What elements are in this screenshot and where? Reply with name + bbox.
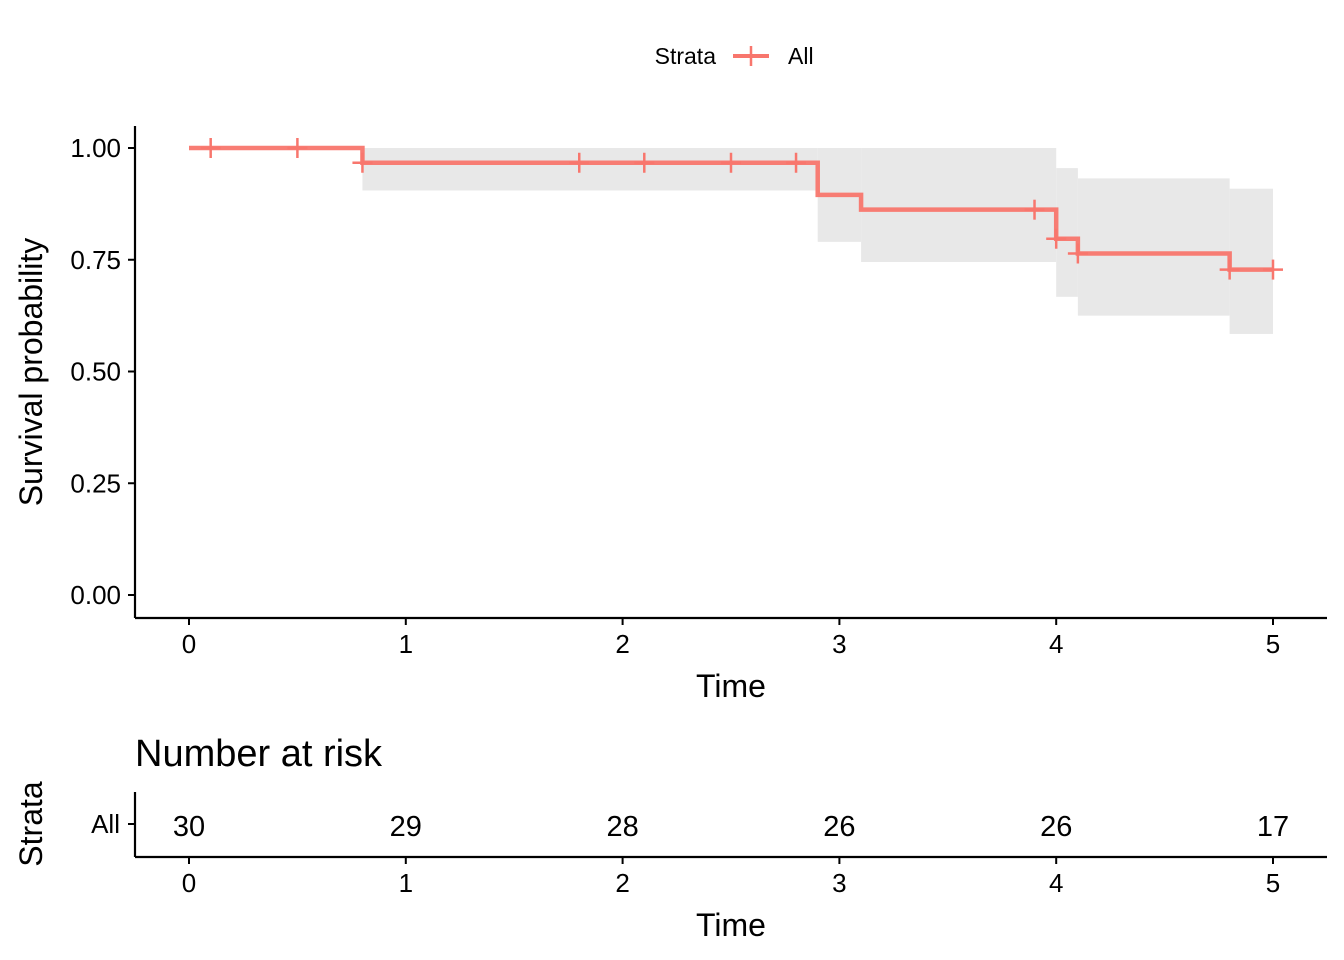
- censor-mark: [634, 152, 655, 173]
- confidence-band-segment: [1077, 178, 1230, 316]
- risk-x-tick-label: 2: [615, 868, 629, 898]
- x-tick-label: 0: [182, 629, 196, 659]
- censor-mark: [721, 152, 741, 173]
- risk-table-rows: All 30 29 28 26 26 17: [91, 809, 1289, 843]
- censor-mark: [786, 152, 807, 173]
- risk-x-tick-label: 5: [1266, 868, 1280, 898]
- y-tick-label: 1.00: [70, 133, 121, 163]
- confidence-band-segment: [362, 148, 818, 191]
- y-tick-label: 0.75: [70, 245, 121, 275]
- survival-plot: 0.00 0.25 0.50 0.75 1.00 0 1 2 3 4 5 Time Surviva…: [13, 126, 1327, 704]
- censor-mark: [1024, 199, 1045, 220]
- y-tick-label: 0.00: [70, 580, 121, 610]
- censor-mark: [1067, 243, 1088, 264]
- risk-x-tick-label: 1: [399, 868, 413, 898]
- censor-mark: [287, 138, 308, 158]
- risk-x-tick-label: 4: [1049, 868, 1063, 898]
- risk-count: 30: [173, 811, 205, 843]
- y-axis-title: Survival probability: [13, 238, 49, 507]
- risk-table-title: Number at risk: [135, 733, 383, 775]
- risk-count: 17: [1257, 811, 1289, 843]
- x-tick-label: 2: [615, 629, 629, 659]
- x-axis-ticks: 0 1 2 3 4 5: [182, 618, 1280, 659]
- confidence-band-segment: [1056, 168, 1078, 297]
- risk-x-axis-title: Time: [696, 907, 766, 943]
- censor-mark: [569, 152, 590, 173]
- x-tick-label: 3: [832, 629, 846, 659]
- risk-count: 28: [606, 811, 638, 843]
- censor-mark: [200, 138, 221, 158]
- legend: Strata All: [655, 43, 814, 69]
- censor-mark: [1219, 259, 1240, 280]
- censor-marks: [200, 138, 1283, 280]
- x-tick-label: 5: [1266, 629, 1280, 659]
- censor-mark: [352, 152, 373, 173]
- y-axis-ticks: 0.00 0.25 0.50 0.75 1.00: [70, 133, 135, 610]
- risk-count: 26: [1040, 811, 1072, 843]
- y-tick-label: 0.25: [70, 468, 121, 498]
- risk-x-tick-label: 3: [832, 868, 846, 898]
- risk-y-axis-title: Strata: [13, 781, 49, 867]
- censor-mark: [1046, 228, 1067, 249]
- legend-title: Strata: [655, 43, 717, 69]
- confidence-band-segment: [1229, 188, 1273, 334]
- confidence-band-segment: [861, 148, 1057, 262]
- x-tick-label: 4: [1049, 629, 1063, 659]
- risk-count: 29: [390, 811, 422, 843]
- y-tick-label: 0.50: [70, 357, 121, 387]
- risk-row-label: All: [91, 809, 120, 839]
- confidence-band: [362, 148, 1273, 334]
- legend-label: All: [788, 43, 814, 69]
- survival-curve: [189, 145, 1273, 272]
- censor-mark: [1263, 259, 1283, 280]
- risk-x-tick-label: 0: [182, 868, 196, 898]
- x-axis-title: Time: [696, 668, 766, 704]
- risk-count: 26: [823, 811, 855, 843]
- risk-table: Number at risk All 30 29 28 26 26 17 0 1 2 3 4 5 Ti…: [13, 733, 1327, 943]
- risk-x-axis-ticks: 0 1 2 3 4 5: [182, 857, 1280, 898]
- x-tick-label: 1: [399, 629, 413, 659]
